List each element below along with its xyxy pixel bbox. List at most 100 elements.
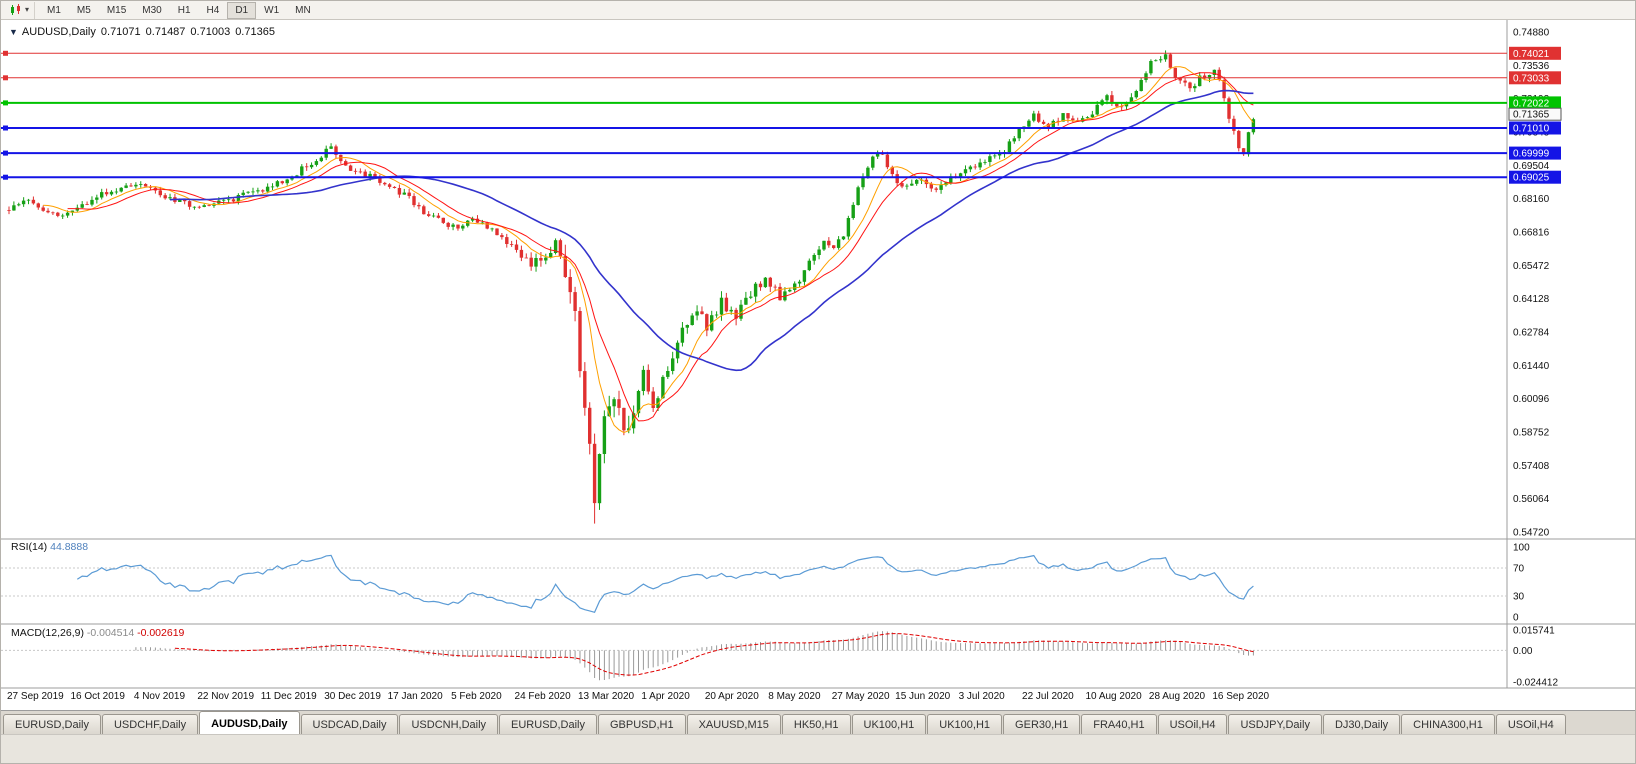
line-handle[interactable] [3, 125, 8, 131]
candlestick-icon [11, 4, 20, 15]
chart-tab-usoil-h4[interactable]: USOil,H4 [1157, 714, 1228, 734]
axis-price-tag [1509, 146, 1561, 160]
chart-ohlc-header: ▼ AUDUSD,Daily 0.71071 0.71487 0.71003 0.7136… [9, 26, 280, 38]
ma-8-line [43, 66, 1254, 434]
chart-tab-dj30-daily[interactable]: DJ30,Daily [1322, 714, 1401, 734]
svg-text:17 Jan 2020: 17 Jan 2020 [388, 691, 443, 702]
timeframe-button-m30[interactable]: M30 [142, 4, 162, 16]
macd-axis-labels: 0.015741 0.00 -0.024412 [1513, 626, 1558, 689]
timeframe-button-w1[interactable]: W1 [264, 4, 280, 16]
svg-text:27 May 2020: 27 May 2020 [832, 691, 890, 702]
axis-price-tag [1509, 71, 1561, 85]
svg-text:0.73033: 0.73033 [1513, 73, 1550, 84]
axis-price-tag [1509, 96, 1561, 110]
svg-text:22 Nov 2019: 22 Nov 2019 [197, 691, 254, 702]
ohlc-high: 0.71487 [145, 26, 186, 38]
svg-text:0.66816: 0.66816 [1513, 228, 1550, 239]
timeframe-button-m15[interactable]: M15 [106, 4, 127, 16]
timeframe-buttons: M1 M5 M15 M30 H1 H4 D1 W1 MN [39, 1, 319, 19]
macd-histogram [135, 631, 1254, 681]
chart-tab-usdchf-daily[interactable]: USDCHF,Daily [101, 714, 199, 734]
svg-text:0.60096: 0.60096 [1513, 394, 1550, 405]
macd-indicator-label: MACD(12,26,9) -0.004514 -0.002619 [9, 627, 187, 639]
ohlc-open: 0.71071 [100, 26, 141, 38]
svg-text:0.69025: 0.69025 [1513, 173, 1550, 184]
chart-tab-xauusd-m15[interactable]: XAUUSD,M15 [686, 714, 781, 734]
rsi-axis-labels: 100 70 30 0 [1513, 543, 1530, 624]
line-handle[interactable] [3, 75, 8, 81]
rsi-value: 44.8888 [50, 541, 89, 553]
svg-text:0.69999: 0.69999 [1513, 149, 1550, 160]
svg-text:8 May 2020: 8 May 2020 [768, 691, 821, 702]
chart-tab-audusd-daily[interactable]: AUDUSD,Daily [199, 711, 300, 734]
svg-text:1 Apr 2020: 1 Apr 2020 [641, 691, 690, 702]
svg-text:3 Jul 2020: 3 Jul 2020 [959, 691, 1006, 702]
dropdown-arrow-icon: ▾ [25, 5, 30, 14]
chart-tab-usdjpy-daily[interactable]: USDJPY,Daily [1228, 714, 1322, 734]
timeframe-button-m5[interactable]: M5 [76, 4, 91, 16]
svg-text:0.71010: 0.71010 [1513, 123, 1550, 134]
svg-text:100: 100 [1513, 543, 1530, 554]
macd-name: MACD(12,26,9) [11, 627, 84, 639]
svg-text:10 Aug 2020: 10 Aug 2020 [1085, 691, 1142, 702]
status-bar [1, 734, 1635, 763]
price-axis-labels: 0.748800.735360.721920.708480.695040.681… [1513, 28, 1550, 539]
timeframe-button-h1[interactable]: H1 [177, 4, 191, 16]
svg-text:30: 30 [1513, 592, 1525, 603]
axis-price-tag [1509, 46, 1561, 60]
svg-text:5 Feb 2020: 5 Feb 2020 [451, 691, 502, 702]
chart-tab-eurusd-daily[interactable]: EURUSD,Daily [3, 714, 101, 734]
svg-text:20 Apr 2020: 20 Apr 2020 [705, 691, 759, 702]
candlesticks [7, 50, 1256, 524]
svg-text:15 Jun 2020: 15 Jun 2020 [895, 691, 950, 702]
svg-text:0.64128: 0.64128 [1513, 294, 1550, 305]
svg-text:0.65472: 0.65472 [1513, 261, 1550, 272]
chart-tab-hk50-h1[interactable]: HK50,H1 [781, 714, 851, 734]
svg-text:24 Feb 2020: 24 Feb 2020 [515, 691, 572, 702]
toolbar: ▾ M1 M5 M15 M30 H1 H4 D1 W1 MN [1, 1, 1635, 20]
chart-tab-fra40-h1[interactable]: FRA40,H1 [1081, 714, 1157, 734]
chart-canvas[interactable]: 0.748800.735360.721920.708480.695040.681… [1, 20, 1636, 710]
svg-text:0.015741: 0.015741 [1513, 626, 1555, 637]
svg-text:0: 0 [1513, 613, 1519, 624]
symbol-marker-icon: ▼ [9, 27, 18, 37]
timeframe-button-mn[interactable]: MN [295, 4, 311, 16]
line-handle[interactable] [3, 150, 8, 156]
chart-tab-uk100-h1[interactable]: UK100,H1 [927, 714, 1003, 734]
svg-text:0.62784: 0.62784 [1513, 328, 1550, 339]
timeframe-button-d1[interactable]: D1 [227, 1, 257, 19]
svg-text:13 Mar 2020: 13 Mar 2020 [578, 691, 635, 702]
axis-price-tag [1509, 170, 1561, 184]
svg-text:0.73536: 0.73536 [1513, 61, 1550, 72]
svg-text:16 Sep 2020: 16 Sep 2020 [1212, 691, 1269, 702]
svg-text:11 Dec 2019: 11 Dec 2019 [261, 691, 317, 702]
chart-tabs-bar: EURUSD,Daily USDCHF,Daily AUDUSD,Daily USDC… [1, 710, 1635, 734]
line-handle[interactable] [3, 50, 8, 56]
line-handle[interactable] [3, 174, 8, 180]
svg-text:-0.024412: -0.024412 [1513, 678, 1558, 689]
chart-tab-gbpusd-h1[interactable]: GBPUSD,H1 [598, 714, 686, 734]
chart-tab-uk100-h1[interactable]: UK100,H1 [851, 714, 927, 734]
chart-tab-usoil-h4[interactable]: USOil,H4 [1495, 714, 1566, 734]
svg-text:0.58752: 0.58752 [1513, 428, 1550, 439]
svg-text:28 Aug 2020: 28 Aug 2020 [1149, 691, 1206, 702]
ma-13-line [67, 72, 1254, 422]
chart-tab-eurusd-daily[interactable]: EURUSD,Daily [499, 714, 597, 734]
chart-tab-usdcnh-daily[interactable]: USDCNH,Daily [399, 714, 499, 734]
macd-signal-line [174, 633, 1254, 676]
svg-text:0.69504: 0.69504 [1513, 161, 1550, 172]
svg-text:0.00: 0.00 [1513, 646, 1533, 657]
timeframe-button-m1[interactable]: M1 [47, 4, 61, 16]
chart-tab-china300-h1[interactable]: CHINA300,H1 [1401, 714, 1495, 734]
macd-signal-value: -0.002619 [137, 627, 185, 639]
rsi-name: RSI(14) [11, 541, 48, 553]
chart-tab-usdcad-daily[interactable]: USDCAD,Daily [300, 714, 399, 734]
line-handle[interactable] [3, 100, 8, 106]
svg-text:0.71365: 0.71365 [1513, 110, 1550, 121]
svg-text:16 Oct 2019: 16 Oct 2019 [70, 691, 125, 702]
svg-text:0.74021: 0.74021 [1513, 49, 1550, 60]
timeframe-button-h4[interactable]: H4 [206, 4, 220, 16]
chart-type-icon[interactable]: ▾ [5, 1, 36, 19]
chart-tab-ger30-h1[interactable]: GER30,H1 [1003, 714, 1081, 734]
